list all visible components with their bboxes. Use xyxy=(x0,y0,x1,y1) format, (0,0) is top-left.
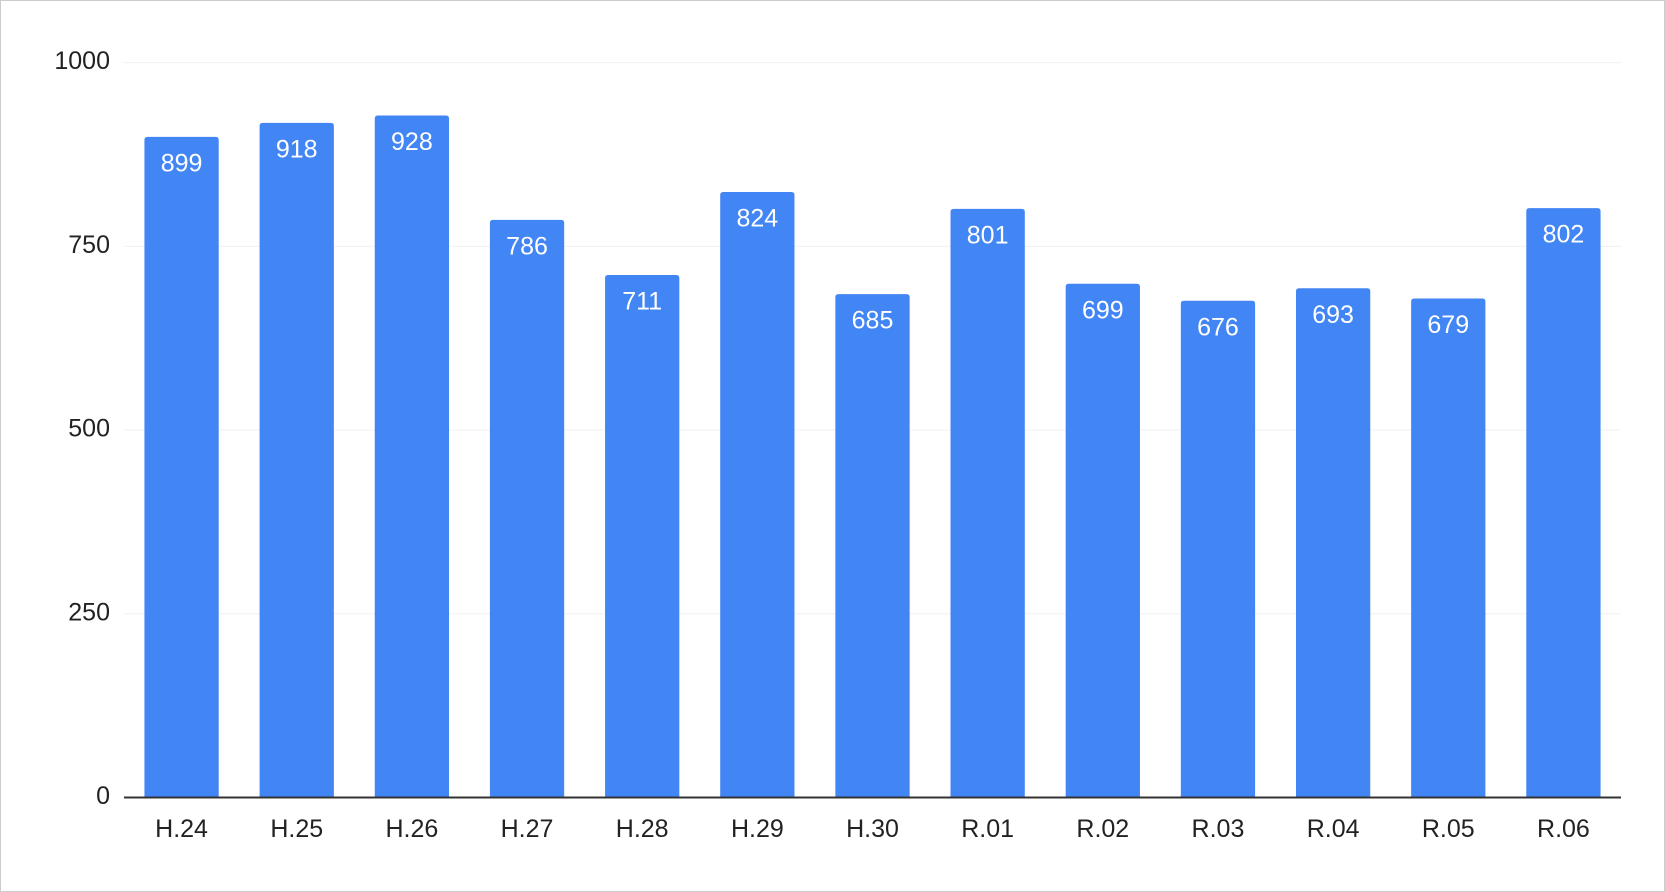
data-label: 693 xyxy=(1312,301,1354,329)
bar xyxy=(259,122,334,798)
bar xyxy=(1180,300,1256,798)
x-tick-label: H.24 xyxy=(155,815,208,843)
bar xyxy=(1295,288,1371,798)
x-tick-label: H.26 xyxy=(385,815,438,843)
x-tick-label: R.06 xyxy=(1537,815,1590,843)
data-label: 918 xyxy=(276,135,318,163)
bar xyxy=(1065,283,1140,798)
bar xyxy=(1411,298,1486,798)
x-tick-label: R.02 xyxy=(1076,815,1129,843)
y-tick-label: 250 xyxy=(68,598,110,626)
x-tick-label: H.30 xyxy=(846,815,899,843)
data-label: 676 xyxy=(1197,313,1239,341)
x-tick-label: H.27 xyxy=(501,815,554,843)
x-tick-label: R.04 xyxy=(1307,815,1360,843)
data-label: 928 xyxy=(391,128,433,156)
y-tick-label: 750 xyxy=(68,231,110,259)
x-tick-label: R.05 xyxy=(1422,815,1475,843)
x-tick-label: R.03 xyxy=(1192,815,1245,843)
x-tick-label: R.01 xyxy=(961,815,1014,843)
x-tick-label: H.28 xyxy=(616,815,669,843)
bar xyxy=(605,274,680,798)
data-label: 679 xyxy=(1427,311,1469,339)
data-label: 786 xyxy=(506,232,548,260)
bar xyxy=(835,294,910,798)
data-label: 699 xyxy=(1082,296,1124,324)
data-label: 802 xyxy=(1543,221,1585,249)
data-label: 899 xyxy=(161,149,203,177)
y-tick-label: 500 xyxy=(68,415,110,443)
bar xyxy=(1526,208,1601,798)
data-label: 801 xyxy=(967,221,1009,249)
y-tick-label: 1000 xyxy=(54,47,110,75)
bar xyxy=(950,208,1025,798)
data-label: 824 xyxy=(736,205,778,233)
bar xyxy=(489,219,565,798)
bar xyxy=(144,136,219,798)
data-label: 711 xyxy=(622,288,662,316)
y-tick-label: 0 xyxy=(96,782,110,810)
bar xyxy=(720,191,795,798)
data-label: 685 xyxy=(852,307,894,335)
x-tick-label: H.29 xyxy=(731,815,784,843)
bar xyxy=(374,115,450,798)
x-tick-label: H.25 xyxy=(270,815,323,843)
